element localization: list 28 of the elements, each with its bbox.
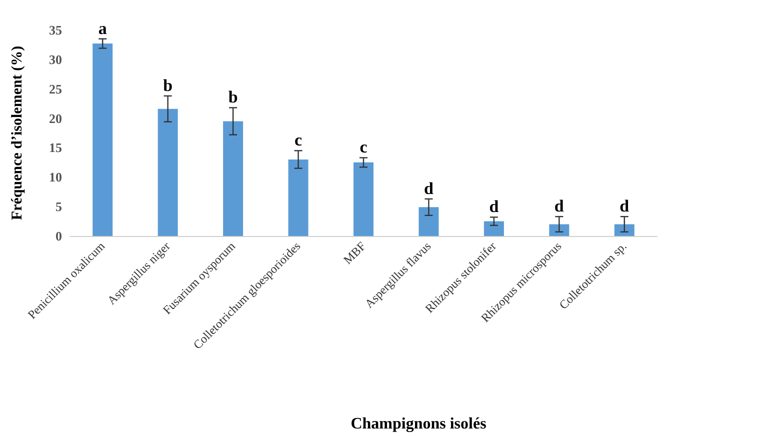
annotation: d xyxy=(489,197,500,216)
annotation: a xyxy=(98,18,108,38)
annotation: d xyxy=(554,196,564,216)
bar xyxy=(223,121,244,236)
bar xyxy=(354,162,374,236)
annotation: c xyxy=(294,130,303,150)
y-tick-label: 10 xyxy=(49,170,62,185)
y-axis-title: Fréquence d’isolement (%) xyxy=(10,46,26,220)
y-tick-label: 15 xyxy=(49,140,62,156)
annotation: b xyxy=(228,88,238,107)
y-tick-label: 30 xyxy=(49,52,62,67)
y-tick-label: 20 xyxy=(49,110,62,126)
bar xyxy=(418,207,439,236)
bar xyxy=(92,44,113,236)
y-tick-label: 0 xyxy=(56,228,62,244)
annotation: d xyxy=(424,178,434,198)
x-axis-title: Champignons isolés xyxy=(350,416,486,432)
y-tick-label: 35 xyxy=(49,22,62,38)
annotation: d xyxy=(620,196,630,216)
y-tick-label: 5 xyxy=(56,199,62,214)
annotation: c xyxy=(360,138,368,157)
bar xyxy=(484,221,504,236)
bar xyxy=(549,224,570,236)
bar xyxy=(158,108,178,236)
bar xyxy=(288,159,308,236)
bar xyxy=(614,224,634,236)
annotation: b xyxy=(163,76,173,95)
y-tick-label: 25 xyxy=(49,81,62,96)
